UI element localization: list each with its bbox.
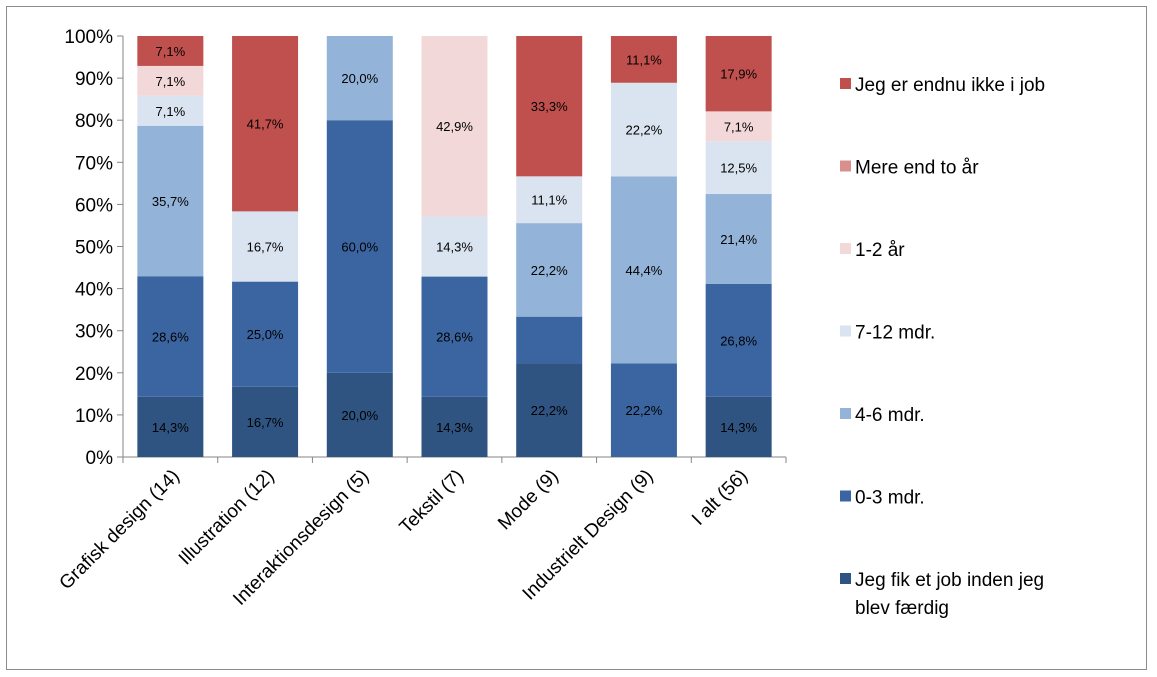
bar-segment [232,36,299,212]
data-label: 14,3% [436,240,473,255]
data-label: 7,1% [156,44,186,59]
legend-label: 7-12 mdr. [855,323,935,344]
bar-segment [705,193,772,284]
data-label: 17,9% [720,67,757,82]
bar-segment [232,211,299,282]
bar-segment [516,176,583,224]
bar-segment [421,276,488,397]
bar-segment [326,120,393,373]
y-tick-label: 100% [64,27,113,48]
bar-segment [137,125,204,277]
y-tick-label: 0% [86,448,114,469]
data-label: 14,3% [152,420,189,435]
x-category-label: Grafisk design (14) [56,466,184,594]
bar-segment [137,396,204,457]
y-axis: 0% 10% 20% 30% 40% 50% 60% 70% 80% 90% 100% [64,27,124,469]
bar-segment [421,396,488,457]
bar-segment [516,36,583,177]
data-label: 14,3% [436,420,473,435]
data-label: 26,8% [720,333,757,348]
data-label: 22,2% [531,403,568,418]
bar-segment [705,111,772,142]
data-label: 21,4% [720,232,757,247]
bar-segment [705,396,772,457]
data-label: 20,0% [341,408,378,423]
data-label: 20,0% [341,71,378,86]
bar-segment [137,65,204,96]
x-axis: Grafisk design (14)Illustration (12)Inte… [56,456,787,610]
data-label: 22,2% [625,123,662,138]
bar-segment [705,141,772,194]
x-category-label: I alt (56) [688,466,752,530]
y-tick-label: 30% [75,322,113,343]
data-label: 42,9% [436,119,473,134]
legend-label: 0-3 mdr. [855,488,925,509]
data-label: 16,7% [247,415,284,430]
bar-segment [610,176,677,364]
x-category-label: Illustration (12) [175,466,279,570]
bar-segment [516,223,583,317]
data-label: 28,6% [436,330,473,345]
legend-swatch [840,325,851,337]
y-tick-label: 70% [75,153,113,174]
legend-label: Mere end to år [855,158,979,179]
data-label: 33,3% [531,99,568,114]
data-label: 22,2% [531,263,568,278]
data-label: 35,7% [152,194,189,209]
y-tick-label: 60% [75,195,113,216]
bar-segment [516,316,583,364]
data-label: 22,2% [625,403,662,418]
data-labels: 14,3% 28,6% 35,7% 7,1% 7,1% 7,1% 16,7% 25,0% 16,… [152,44,758,435]
legend-swatch [840,573,851,584]
y-tick-label: 80% [75,111,113,132]
bar-segment [137,36,204,66]
legend-label: Jeg fik et job inden jeg blev færdig [855,570,1044,619]
data-label: 11,1% [626,52,662,67]
legend-label: Jeg er endnu ikke i job [855,75,1045,96]
bar-segment [232,386,299,457]
bar-segment [232,281,299,387]
bar-segment [610,82,677,177]
data-label: 11,1% [531,193,567,208]
legend: Jeg er endnu ikke i job Mere end to år 1-2… [840,75,1045,619]
bar-segment [705,283,772,397]
bars [137,36,772,457]
legend-label: 4-6 mdr. [855,405,925,426]
bar-segment [421,36,488,217]
x-category-label: Mode (9) [494,466,563,535]
data-label: 41,7% [247,117,284,132]
data-label: 7,1% [156,74,186,89]
data-label: 25,0% [247,327,284,342]
bar-segment [137,95,204,126]
bar-segment [421,216,488,277]
bar-segment [610,363,677,457]
data-label: 7,1% [156,104,186,119]
data-label: 28,6% [152,329,189,344]
bar-segment [705,36,772,112]
x-category-label: Tekstil (7) [396,466,468,538]
y-tick-label: 90% [75,69,113,90]
bar-segment [137,276,204,397]
legend-label: 1-2 år [855,240,905,261]
legend-swatch [840,490,851,502]
legend-swatch [840,160,851,172]
y-tick-label: 20% [75,364,113,385]
bar-segment [326,36,393,121]
data-label: 60,0% [341,240,378,255]
y-tick-label: 50% [75,238,113,259]
y-tick-label: 10% [75,406,113,427]
legend-swatch [840,408,851,419]
legend-swatch [840,243,851,254]
data-label: 44,4% [625,263,662,278]
data-label: 12,5% [720,161,757,176]
bar-segment [610,36,677,83]
data-label: 14,3% [720,420,757,435]
y-tick-label: 40% [75,280,113,301]
legend-swatch [840,78,851,89]
bar-segment [326,372,393,457]
data-label: 16,7% [247,240,284,255]
data-label: 7,1% [724,119,754,134]
bar-segment [516,363,583,457]
